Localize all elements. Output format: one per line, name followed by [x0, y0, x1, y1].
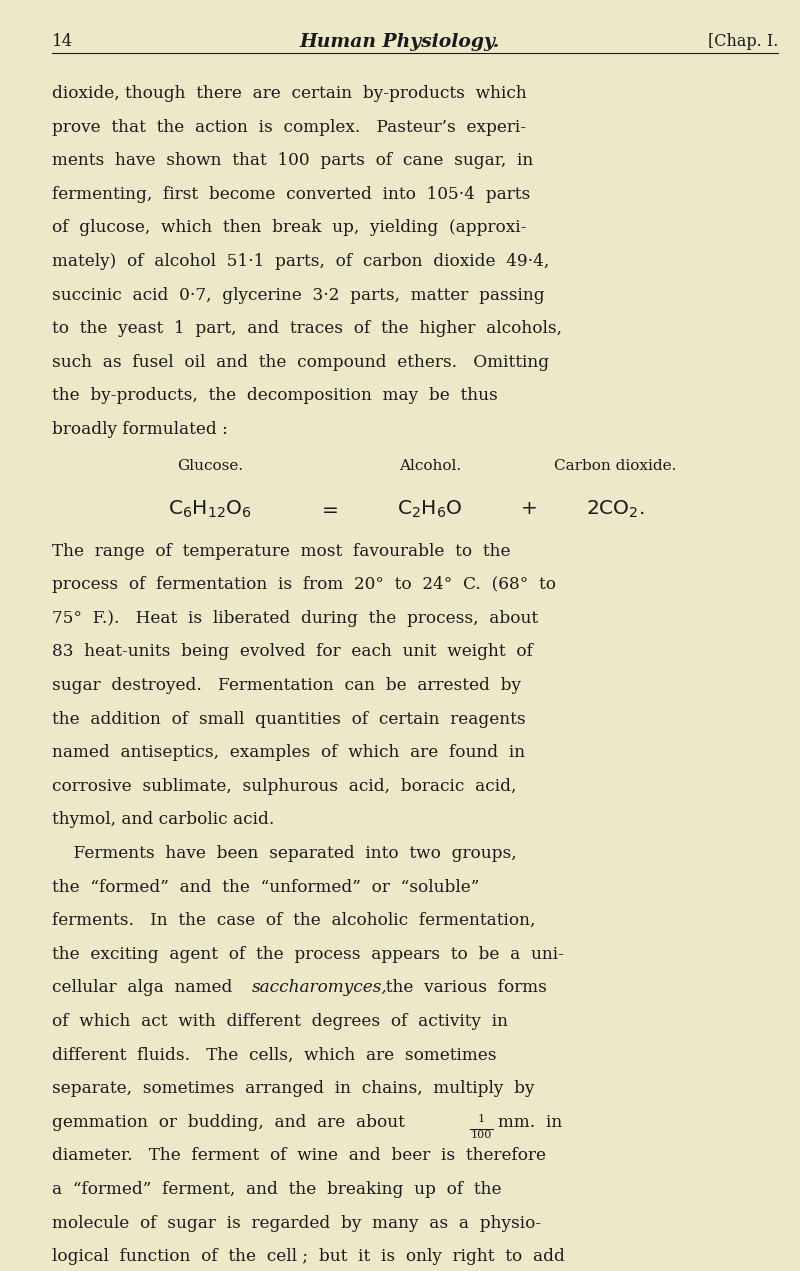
Text: cellular  alga  named: cellular alga named — [52, 980, 243, 996]
Text: gemmation  or  budding,  and  are  about: gemmation or budding, and are about — [52, 1113, 416, 1131]
Text: molecule  of  sugar  is  regarded  by  many  as  a  physio-: molecule of sugar is regarded by many as… — [52, 1215, 541, 1232]
Text: The  range  of  temperature  most  favourable  to  the: The range of temperature most favourable… — [52, 543, 510, 559]
Text: of  which  act  with  different  degrees  of  activity  in: of which act with different degrees of a… — [52, 1013, 508, 1030]
Text: ments  have  shown  that  100  parts  of  cane  sugar,  in: ments have shown that 100 parts of cane … — [52, 153, 534, 169]
Text: the  “formed”  and  the  “unformed”  or  “soluble”: the “formed” and the “unformed” or “solu… — [52, 878, 479, 896]
Text: Carbon dioxide.: Carbon dioxide. — [554, 459, 676, 473]
Text: 100: 100 — [470, 1130, 492, 1140]
Text: Glucose.: Glucose. — [177, 459, 243, 473]
Text: logical  function  of  the  cell ;  but  it  is  only  right  to  add: logical function of the cell ; but it is… — [52, 1248, 565, 1265]
Text: thymol, and carbolic acid.: thymol, and carbolic acid. — [52, 811, 274, 829]
Text: the  exciting  agent  of  the  process  appears  to  be  a  uni-: the exciting agent of the process appear… — [52, 946, 564, 963]
Text: a  “formed”  ferment,  and  the  breaking  up  of  the: a “formed” ferment, and the breaking up … — [52, 1181, 502, 1199]
Text: separate,  sometimes  arranged  in  chains,  multiply  by: separate, sometimes arranged in chains, … — [52, 1080, 534, 1097]
Text: diameter.   The  ferment  of  wine  and  beer  is  therefore: diameter. The ferment of wine and beer i… — [52, 1148, 546, 1164]
Text: $\mathrm{2CO_2.}$: $\mathrm{2CO_2.}$ — [586, 498, 644, 520]
Text: $=$: $=$ — [318, 498, 338, 517]
Text: 83  heat-units  being  evolved  for  each  unit  weight  of: 83 heat-units being evolved for each uni… — [52, 643, 533, 661]
Text: Human Physiology.: Human Physiology. — [300, 33, 500, 51]
Text: mm.  in: mm. in — [498, 1113, 562, 1131]
Text: mately)  of  alcohol  51·1  parts,  of  carbon  dioxide  49·4,: mately) of alcohol 51·1 parts, of carbon… — [52, 253, 550, 269]
Text: the  by-products,  the  decomposition  may  be  thus: the by-products, the decomposition may b… — [52, 388, 498, 404]
Text: succinic  acid  0·7,  glycerine  3·2  parts,  matter  passing: succinic acid 0·7, glycerine 3·2 parts, … — [52, 286, 545, 304]
Text: $\mathrm{C_6H_{12}O_6}$: $\mathrm{C_6H_{12}O_6}$ — [168, 498, 252, 520]
Text: fermenting,  first  become  converted  into  105·4  parts: fermenting, first become converted into … — [52, 186, 530, 203]
Text: Alcohol.: Alcohol. — [399, 459, 461, 473]
Text: named  antiseptics,  examples  of  which  are  found  in: named antiseptics, examples of which are… — [52, 745, 525, 761]
Text: prove  that  the  action  is  complex.   Pasteur’s  experi-: prove that the action is complex. Pasteu… — [52, 118, 526, 136]
Text: $\mathrm{C_2H_6O}$: $\mathrm{C_2H_6O}$ — [398, 498, 462, 520]
Text: corrosive  sublimate,  sulphurous  acid,  boracic  acid,: corrosive sublimate, sulphurous acid, bo… — [52, 778, 516, 794]
Text: ferments.   In  the  case  of  the  alcoholic  fermentation,: ferments. In the case of the alcoholic f… — [52, 913, 535, 929]
Text: 75°  F.).   Heat  is  liberated  during  the  process,  about: 75° F.). Heat is liberated during the pr… — [52, 610, 538, 627]
Text: broadly formulated :: broadly formulated : — [52, 421, 228, 438]
Text: 1: 1 — [478, 1113, 485, 1124]
Text: the  addition  of  small  quantities  of  certain  reagents: the addition of small quantities of cert… — [52, 710, 526, 727]
Text: such  as  fusel  oil  and  the  compound  ethers.   Omitting: such as fusel oil and the compound ether… — [52, 353, 549, 371]
Text: sugar  destroyed.   Fermentation  can  be  arrested  by: sugar destroyed. Fermentation can be arr… — [52, 677, 521, 694]
Text: of  glucose,  which  then  break  up,  yielding  (approxi-: of glucose, which then break up, yieldin… — [52, 220, 526, 236]
Text: to  the  yeast  1  part,  and  traces  of  the  higher  alcohols,: to the yeast 1 part, and traces of the h… — [52, 320, 562, 337]
Text: saccharomyces,: saccharomyces, — [252, 980, 388, 996]
Text: 14: 14 — [52, 33, 74, 50]
Text: process  of  fermentation  is  from  20°  to  24°  C.  (68°  to: process of fermentation is from 20° to 2… — [52, 576, 556, 594]
Text: $+$: $+$ — [520, 498, 536, 517]
Text: [Chap. I.: [Chap. I. — [708, 33, 778, 50]
Text: different  fluids.   The  cells,  which  are  sometimes: different fluids. The cells, which are s… — [52, 1046, 497, 1064]
Text: Ferments  have  been  separated  into  two  groups,: Ferments have been separated into two gr… — [52, 845, 517, 862]
Text: the  various  forms: the various forms — [375, 980, 547, 996]
Text: dioxide, though  there  are  certain  by-products  which: dioxide, though there are certain by-pro… — [52, 85, 526, 102]
